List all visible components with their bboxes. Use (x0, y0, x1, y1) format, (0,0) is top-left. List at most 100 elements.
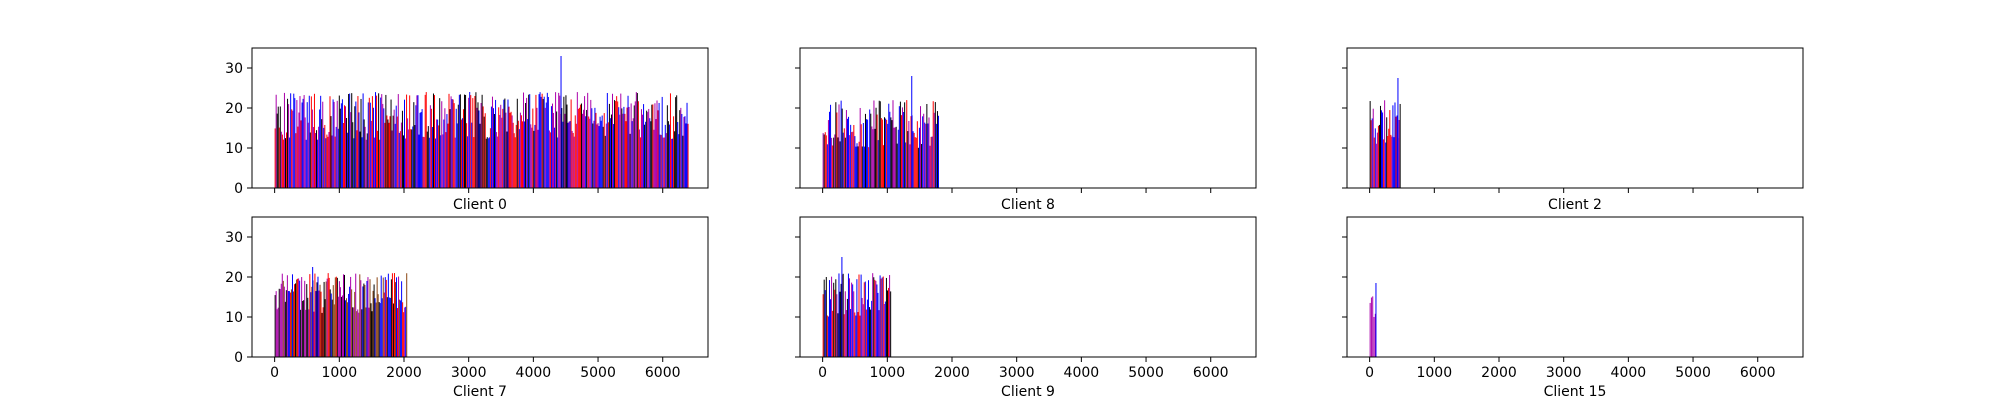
bar (881, 277, 883, 357)
bar (858, 141, 860, 188)
bar (383, 292, 385, 357)
bar (538, 94, 540, 188)
bar (369, 279, 371, 357)
bar (385, 279, 387, 357)
bar (614, 100, 616, 188)
bar (876, 114, 878, 188)
bar (874, 128, 876, 188)
bar (412, 126, 414, 188)
bar (507, 99, 509, 188)
bar (290, 289, 292, 357)
bar (323, 127, 325, 188)
bar (337, 128, 339, 188)
bar (1369, 101, 1371, 188)
bar (435, 138, 437, 188)
bar (414, 125, 416, 188)
bar (281, 134, 283, 188)
bar (366, 133, 368, 188)
bar (375, 302, 377, 357)
bar (428, 137, 430, 188)
bar (384, 277, 386, 357)
x-tick-label: 0 (270, 365, 279, 381)
bar (388, 122, 390, 188)
bar (512, 122, 514, 188)
bar (648, 108, 650, 188)
bar (631, 121, 633, 188)
bar (883, 304, 885, 357)
bar (393, 109, 395, 188)
bar (630, 103, 632, 188)
bar (398, 276, 400, 357)
bar (594, 107, 596, 188)
bar (1390, 134, 1392, 188)
bar (400, 122, 402, 188)
bar (385, 94, 387, 188)
peak-bar (560, 56, 562, 188)
bar (511, 115, 513, 188)
bar (1378, 124, 1380, 188)
bar (894, 127, 896, 188)
bar (655, 119, 657, 188)
bar (839, 141, 841, 188)
bar (480, 102, 482, 188)
bar (590, 99, 592, 188)
bar (333, 304, 335, 357)
bar (660, 134, 662, 188)
bar (550, 106, 552, 188)
bar (339, 287, 341, 357)
bar (277, 307, 279, 357)
bar (882, 145, 884, 188)
subplot-client-9: 0 1000 2000 3000 4000 5000 6000 Client 9 (795, 216, 1257, 400)
bar (327, 136, 329, 188)
plot-frame (251, 216, 709, 358)
bar (277, 106, 279, 188)
bar (863, 282, 865, 357)
peak-bar (841, 257, 843, 357)
bar (1389, 110, 1391, 188)
bar (470, 95, 472, 188)
bar (683, 116, 685, 188)
bar (315, 291, 317, 357)
bar (879, 101, 881, 188)
bar (276, 309, 278, 357)
peak-bar (1397, 78, 1399, 188)
bar (834, 134, 836, 188)
bar (496, 132, 498, 188)
bar (658, 102, 660, 188)
bar (890, 291, 892, 357)
bar (521, 121, 523, 188)
bar-series (274, 56, 689, 188)
bar (533, 130, 535, 188)
bar (610, 114, 612, 188)
bar (500, 104, 502, 188)
bar (488, 137, 490, 188)
bar (1372, 296, 1374, 357)
bar (849, 135, 851, 188)
bar (1372, 108, 1374, 188)
bar (557, 137, 559, 188)
bar (314, 273, 316, 357)
bar (835, 102, 837, 188)
bar (487, 138, 489, 188)
bar (342, 274, 344, 357)
bar (914, 137, 916, 188)
bar (471, 122, 473, 188)
bar (1396, 115, 1398, 188)
bar-series (822, 257, 892, 357)
bar (509, 112, 511, 188)
bar (886, 290, 888, 357)
bar (871, 126, 873, 188)
bar (909, 144, 911, 188)
bar (443, 119, 445, 188)
bar (866, 299, 868, 357)
bar (846, 118, 848, 188)
bar (364, 126, 366, 188)
bar (602, 126, 604, 188)
bar (880, 118, 882, 188)
bar (915, 137, 917, 188)
bar (823, 279, 825, 357)
bar (890, 117, 892, 188)
bar (663, 137, 665, 188)
y-tick-label: 0 (234, 181, 243, 197)
bar-series (274, 267, 408, 357)
